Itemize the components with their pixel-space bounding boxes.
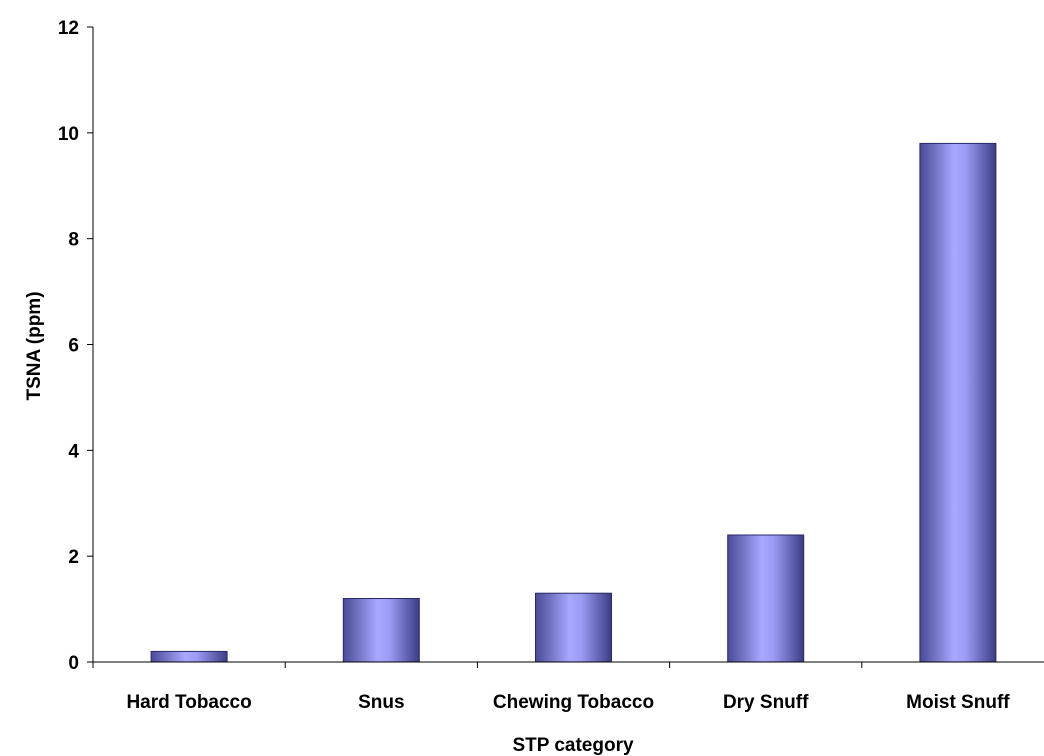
x-ticks-group [92, 662, 863, 668]
bar-moist-snuff [919, 142, 997, 663]
category-label: Chewing Tobacco [493, 692, 654, 713]
bar-hard-tobacco [150, 650, 228, 663]
bar-snus [342, 598, 420, 663]
category-labels-group: Hard Tobacco Snus Chewing Tobacco Dry Snuff… [126, 692, 1010, 713]
y-tick-label: 6 [68, 336, 79, 357]
y-tick-label: 4 [68, 441, 79, 462]
y-axis-title: TSNA (ppm) [24, 291, 45, 400]
category-label: Dry Snuff [723, 692, 809, 713]
y-tick-label: 2 [68, 547, 79, 568]
axes-group [92, 27, 1044, 663]
bar-chewing-tobacco [535, 592, 612, 663]
bars-group [150, 142, 997, 663]
y-tick-label: 10 [58, 124, 79, 145]
category-label: Snus [358, 692, 404, 713]
y-tick-label: 12 [58, 18, 79, 39]
y-tick-label: 0 [68, 653, 79, 674]
y-ticks-group: 0 2 4 6 8 10 12 [58, 18, 93, 674]
bar-dry-snuff [727, 534, 805, 663]
y-tick-label: 8 [68, 230, 79, 251]
category-label: Hard Tobacco [126, 692, 251, 713]
x-axis-title: STP category [512, 735, 634, 756]
category-label: Moist Snuff [906, 692, 1010, 713]
